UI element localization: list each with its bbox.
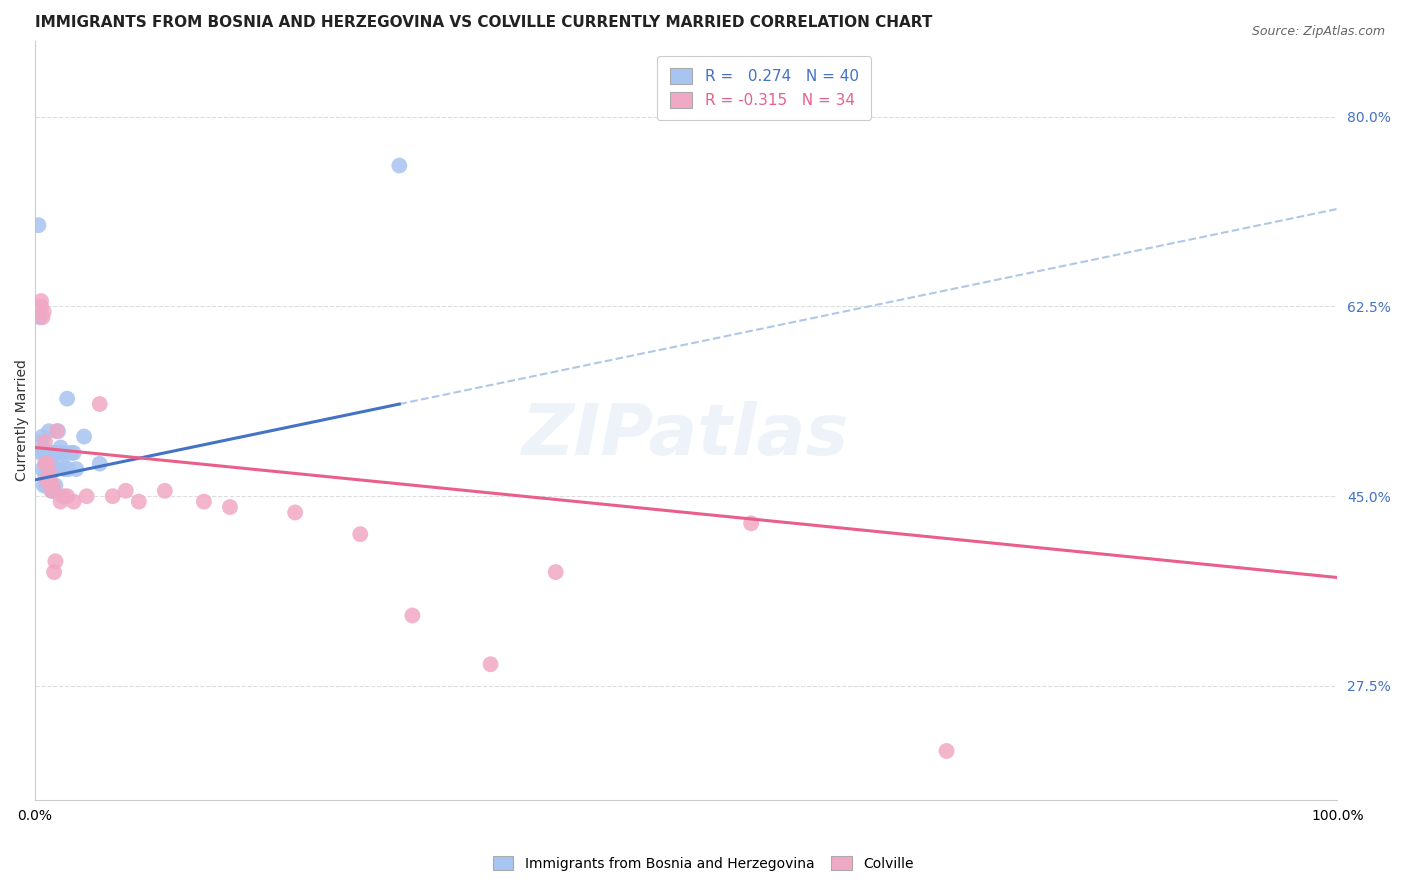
Point <box>35 473 58 487</box>
Point <box>42 565 65 579</box>
Text: IMMIGRANTS FROM BOSNIA AND HERZEGOVINA VS COLVILLE CURRENTLY MARRIED CORRELATION: IMMIGRANTS FROM BOSNIA AND HERZEGOVINA V… <box>35 15 932 30</box>
Point <box>39 446 62 460</box>
Point <box>34 467 56 482</box>
Point <box>44 554 66 568</box>
Text: ZIPatlas: ZIPatlas <box>522 401 849 470</box>
Text: Source: ZipAtlas.com: Source: ZipAtlas.com <box>1251 25 1385 38</box>
Y-axis label: Currently Married: Currently Married <box>15 359 30 482</box>
Point <box>37 462 59 476</box>
Point <box>38 473 60 487</box>
Point <box>41 483 63 498</box>
Point <box>45 446 67 460</box>
Legend: Immigrants from Bosnia and Herzegovina, Colville: Immigrants from Bosnia and Herzegovina, … <box>486 850 920 876</box>
Point <box>219 500 242 514</box>
Point <box>284 506 307 520</box>
Point <box>49 494 72 508</box>
Point <box>53 462 76 476</box>
Point <box>41 457 63 471</box>
Point <box>479 657 502 672</box>
Point <box>935 744 957 758</box>
Point <box>114 483 136 498</box>
Point <box>38 446 60 460</box>
Point <box>388 159 411 173</box>
Point <box>35 457 58 471</box>
Point <box>30 294 52 309</box>
Point <box>31 429 53 443</box>
Point <box>35 478 58 492</box>
Point <box>52 489 75 503</box>
Point <box>31 310 53 325</box>
Point <box>62 446 84 460</box>
Point <box>65 462 87 476</box>
Point <box>39 467 62 482</box>
Point <box>45 424 67 438</box>
Point <box>27 218 49 232</box>
Point <box>46 424 69 438</box>
Point <box>44 478 66 492</box>
Point <box>193 494 215 508</box>
Point <box>30 435 52 450</box>
Point <box>544 565 567 579</box>
Point <box>39 478 62 492</box>
Point <box>153 483 176 498</box>
Point <box>32 305 55 319</box>
Point <box>740 516 762 531</box>
Point <box>401 608 423 623</box>
Point <box>31 462 53 476</box>
Point <box>44 462 66 476</box>
Point <box>42 483 65 498</box>
Point <box>41 483 63 498</box>
Point <box>38 424 60 438</box>
Point <box>128 494 150 508</box>
Point <box>37 478 59 492</box>
Point <box>73 429 96 443</box>
Point <box>49 441 72 455</box>
Point <box>32 478 55 492</box>
Point <box>37 457 59 471</box>
Point <box>28 310 51 325</box>
Point <box>52 446 75 460</box>
Point <box>51 457 73 471</box>
Point <box>34 435 56 450</box>
Point <box>34 446 56 460</box>
Point <box>30 300 52 314</box>
Point <box>58 462 80 476</box>
Legend: R =   0.274   N = 40, R = -0.315   N = 34: R = 0.274 N = 40, R = -0.315 N = 34 <box>658 56 870 120</box>
Point <box>76 489 98 503</box>
Point <box>89 397 111 411</box>
Point <box>42 446 65 460</box>
Point <box>56 489 79 503</box>
Point <box>101 489 124 503</box>
Point <box>30 446 52 460</box>
Point <box>42 462 65 476</box>
Point <box>60 446 83 460</box>
Point <box>349 527 371 541</box>
Point <box>62 494 84 508</box>
Point <box>89 457 111 471</box>
Point <box>42 478 65 492</box>
Point <box>34 457 56 471</box>
Point <box>37 446 59 460</box>
Point <box>56 392 79 406</box>
Point <box>32 446 55 460</box>
